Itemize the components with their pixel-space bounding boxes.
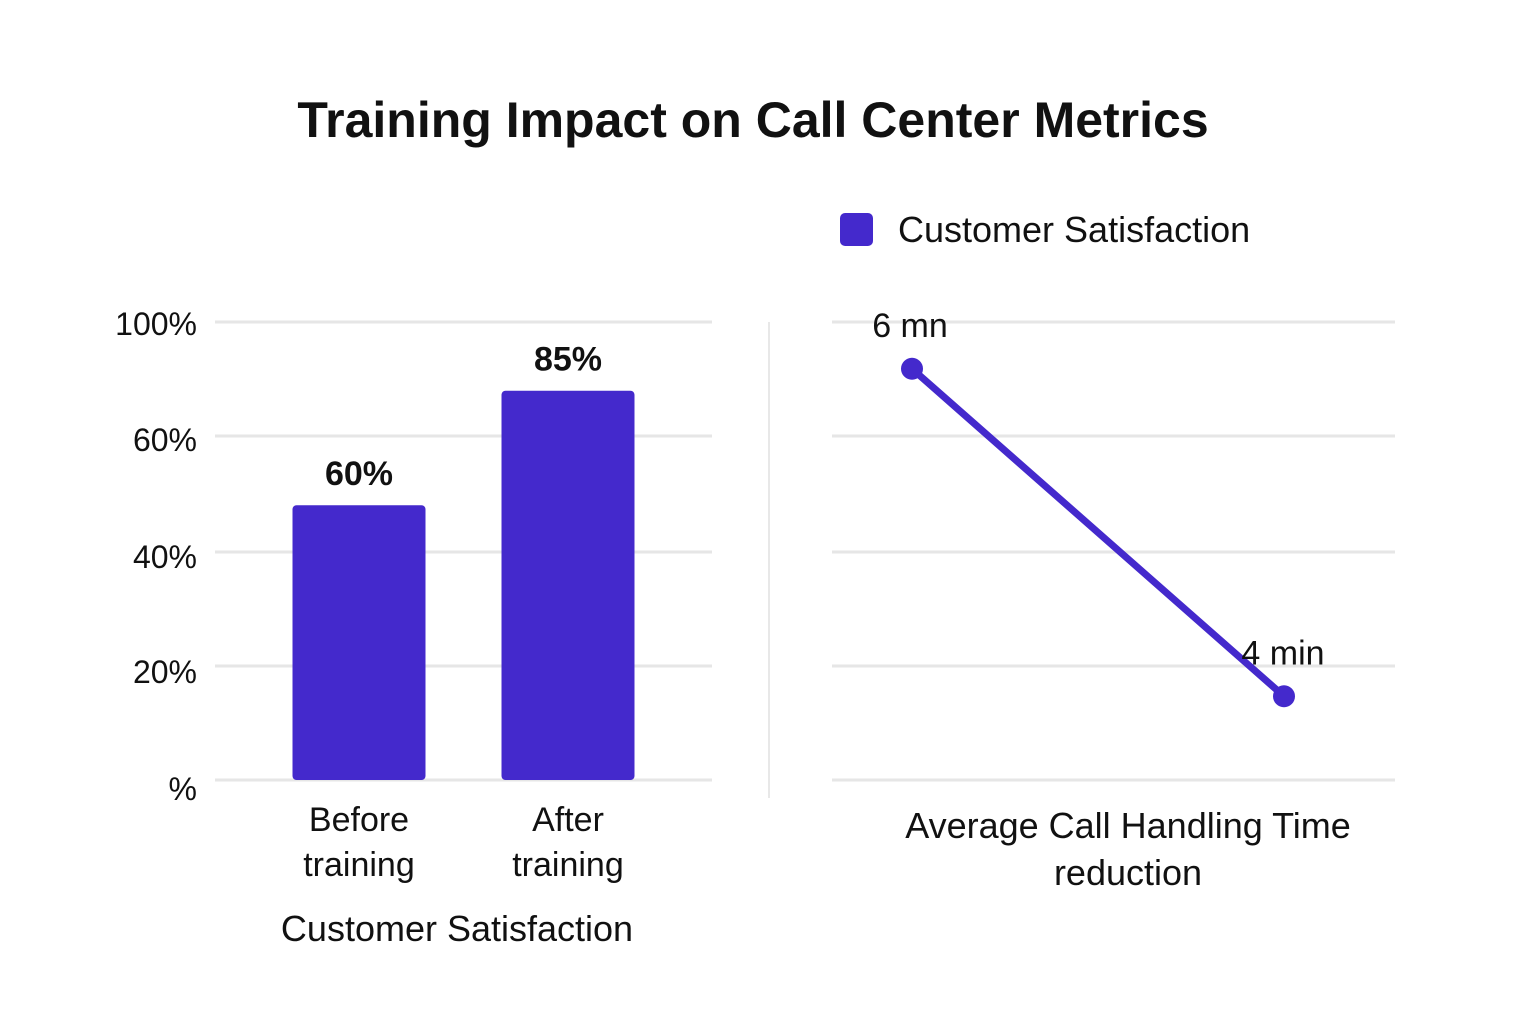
bar-chart: 100% 60% 40% 20%% 60% Before training 85% After t… <box>115 306 712 949</box>
legend-label: Customer Satisfaction <box>898 209 1250 250</box>
y-tick-label: % <box>169 771 197 807</box>
data-point <box>901 357 923 380</box>
x-axis-title: Average Call Handling Time <box>905 805 1351 846</box>
y-tick-label: 60% <box>133 422 197 458</box>
chart-title: Training Impact on Call Center Metrics <box>297 92 1208 148</box>
series-line <box>908 365 1288 700</box>
legend-swatch <box>840 213 873 246</box>
bar <box>501 390 635 780</box>
x-category-label: training <box>303 846 415 884</box>
bar-value-label: 85% <box>534 341 602 379</box>
line-chart: 6 mn 4 min Average Call Handling Time reduc… <box>832 307 1395 893</box>
x-category-label: Before <box>309 801 409 839</box>
y-tick-label: 20% <box>133 654 197 690</box>
point-value-label: 6 mn <box>872 307 948 345</box>
y-tick-label: 100% <box>115 306 197 342</box>
x-category-label: training <box>512 846 624 884</box>
y-tick-label: 40% <box>133 539 197 575</box>
x-axis-title: reduction <box>1054 852 1202 893</box>
bar-value-label: 60% <box>325 455 393 493</box>
x-category-label: After <box>532 801 604 839</box>
bar <box>292 505 426 780</box>
point-value-label: 4 min <box>1241 634 1324 672</box>
x-axis-title: Customer Satisfaction <box>281 908 633 949</box>
data-point <box>1273 685 1295 708</box>
